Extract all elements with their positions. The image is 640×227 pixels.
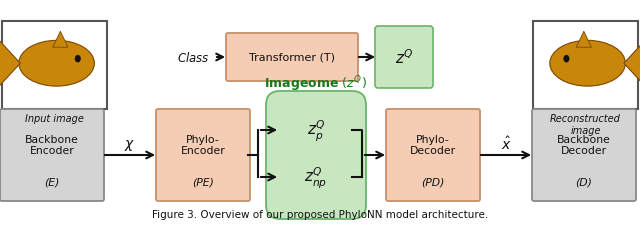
Text: Phylo-
Encoder: Phylo- Encoder xyxy=(180,134,225,155)
Text: (E): (E) xyxy=(44,177,60,187)
Text: Phylo-
Decoder: Phylo- Decoder xyxy=(410,134,456,155)
FancyBboxPatch shape xyxy=(532,109,636,201)
Ellipse shape xyxy=(75,56,81,63)
Text: (D): (D) xyxy=(575,177,593,187)
Text: Reconstructed
image: Reconstructed image xyxy=(550,114,621,136)
Ellipse shape xyxy=(564,56,569,63)
Polygon shape xyxy=(0,41,20,87)
Text: Transformer (T): Transformer (T) xyxy=(249,53,335,63)
Text: $Class$: $Class$ xyxy=(177,51,210,65)
FancyBboxPatch shape xyxy=(266,92,366,219)
Text: Imageome $(z^Q)$: Imageome $(z^Q)$ xyxy=(264,74,367,94)
Bar xyxy=(2,22,107,109)
Ellipse shape xyxy=(19,41,95,87)
Polygon shape xyxy=(576,32,591,48)
Polygon shape xyxy=(624,41,640,87)
Text: Backbone
Decoder: Backbone Decoder xyxy=(557,134,611,155)
Text: $\hat{x}$: $\hat{x}$ xyxy=(500,135,511,152)
Text: Backbone
Encoder: Backbone Encoder xyxy=(25,134,79,155)
Polygon shape xyxy=(53,32,68,48)
FancyBboxPatch shape xyxy=(226,34,358,82)
FancyBboxPatch shape xyxy=(386,109,480,201)
Text: Input image: Input image xyxy=(25,114,84,123)
FancyBboxPatch shape xyxy=(375,27,433,89)
Bar xyxy=(533,22,638,109)
Ellipse shape xyxy=(550,41,625,87)
Text: $z^Q$: $z^Q$ xyxy=(395,48,413,67)
FancyBboxPatch shape xyxy=(0,109,104,201)
Text: $z_p^Q$: $z_p^Q$ xyxy=(307,118,325,143)
Text: Figure 3. Overview of our proposed PhyloNN model architecture.: Figure 3. Overview of our proposed Phylo… xyxy=(152,209,488,219)
Text: (PD): (PD) xyxy=(421,177,445,187)
Text: (PE): (PE) xyxy=(192,177,214,187)
Text: $z_{np}^Q$: $z_{np}^Q$ xyxy=(305,165,328,190)
FancyBboxPatch shape xyxy=(156,109,250,201)
Text: $\chi$: $\chi$ xyxy=(124,137,136,152)
